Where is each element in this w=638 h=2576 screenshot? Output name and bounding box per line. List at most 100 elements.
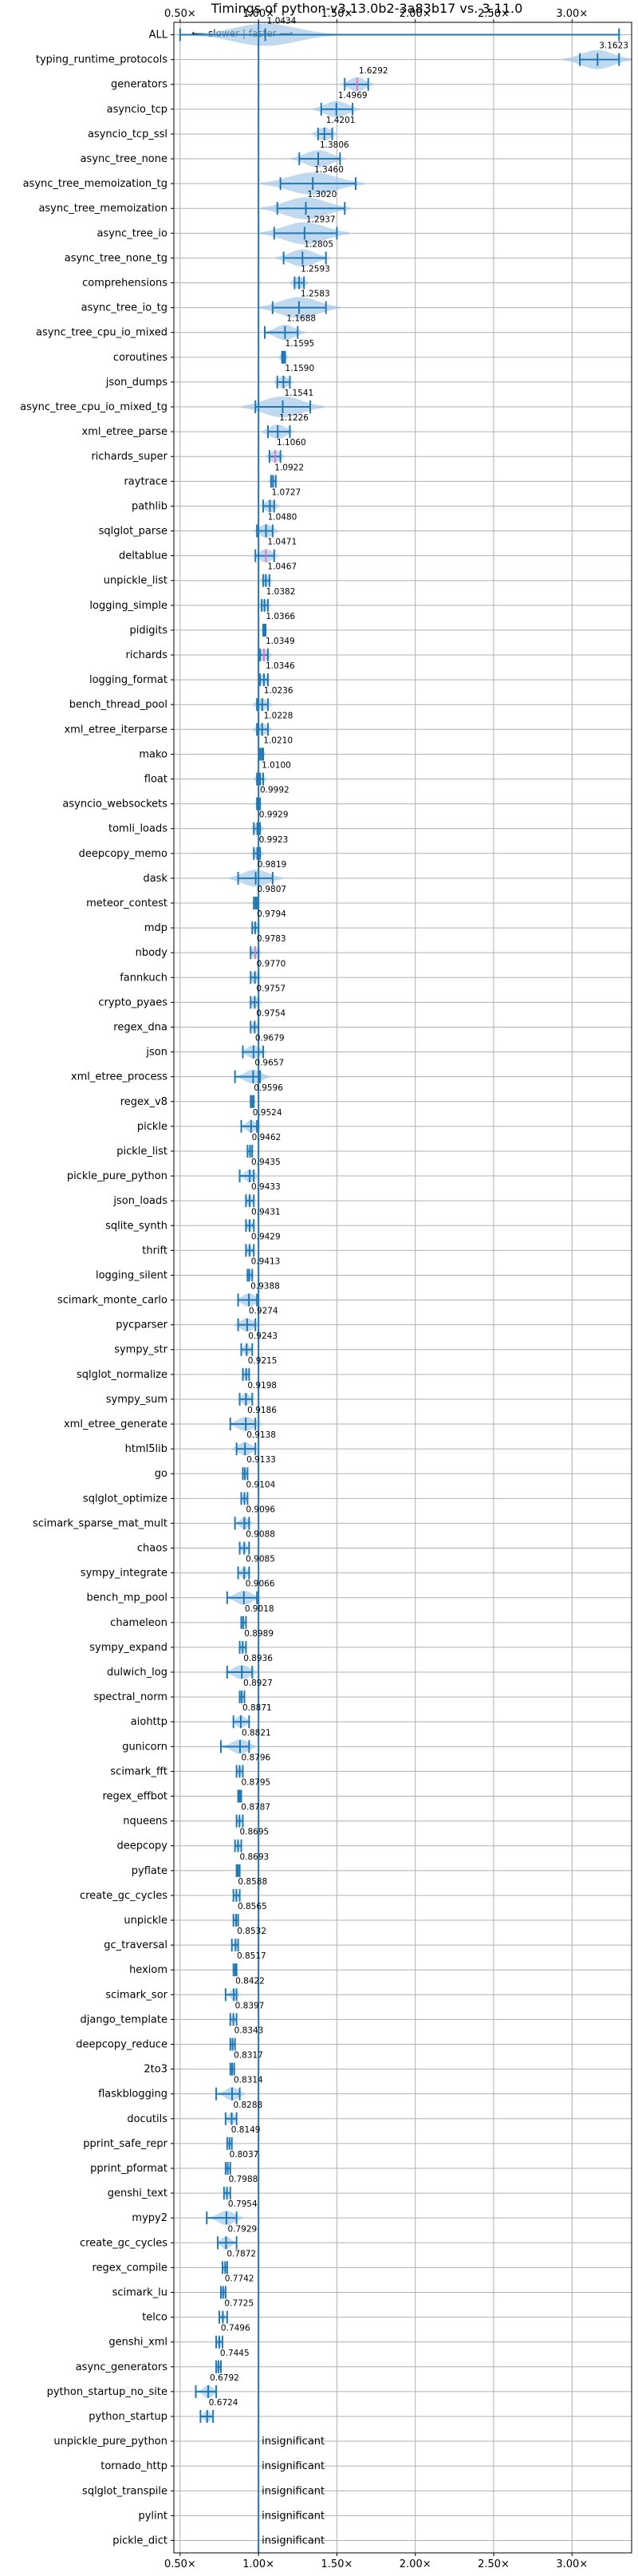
benchmark-label: raytrace [124,475,167,487]
benchmark-label: generators [111,79,167,91]
benchmark-label: json_dumps [105,377,167,389]
value-label: 0.8821 [242,1728,271,1738]
benchmark-label: pycparser [116,1320,167,1331]
insignificant-label: insignificant [262,2510,325,2522]
value-label: 0.9807 [257,885,286,894]
value-label: 1.0382 [266,587,296,597]
benchmark-label: sqlite_synth [105,1220,167,1232]
benchmark-label: sympy_integrate [81,1568,167,1580]
value-label: 1.1590 [285,364,314,373]
benchmark-label: pyflate [132,1865,167,1877]
value-label: 1.3460 [314,165,344,175]
benchmark-label: html5lib [125,1443,167,1455]
value-label: 0.7496 [221,2324,250,2333]
benchmark-label: asyncio_tcp [107,104,167,116]
benchmark-label: django_template [81,2014,167,2026]
value-label: 1.0236 [264,686,293,696]
benchmark-label: unpickle_pure_python [53,2436,167,2448]
benchmark-label: python_startup [89,2411,167,2423]
x-tick-label-bottom: 2.00× [400,2558,431,2570]
value-label: 1.3020 [308,190,337,199]
x-tick-label-bottom: 3.00× [556,2558,588,2570]
value-label: 0.8037 [230,2150,259,2160]
benchmark-label: richards_super [91,451,167,463]
benchmark-label: hexiom [129,1964,167,1976]
value-label: 0.9757 [256,984,286,993]
value-label: 1.0922 [274,463,304,472]
value-label: 1.0727 [271,487,301,497]
value-label: 1.4201 [326,116,356,125]
benchmark-label: bench_mp_pool [86,1592,167,1604]
value-label: 0.8565 [238,1902,267,1911]
benchmark-label: scimark_sor [105,1989,167,2001]
benchmark-label: logging_format [89,674,167,686]
value-label: 0.9186 [247,1406,277,1415]
benchmark-label: xml_etree_parse [82,426,167,438]
benchmark-label: async_tree_cpu_io_mixed [36,327,167,339]
benchmark-label: comprehensions [82,278,167,290]
value-label: 0.9794 [257,909,286,919]
benchmark-label: xml_etree_generate [64,1418,167,1430]
value-label: 1.0471 [267,538,297,547]
value-label: 0.7954 [228,2199,258,2209]
value-label: 1.2593 [301,265,330,274]
value-label: 0.9413 [251,1256,281,1266]
benchmark-label: deepcopy [116,1840,167,1852]
value-label: 0.9085 [246,1555,275,1564]
benchmark-label: logging_silent [96,1269,167,1281]
value-label: 1.1595 [286,339,315,349]
benchmark-label: create_gc_cycles [80,1890,167,1902]
benchmark-label: flaskblogging [98,2089,167,2101]
value-label: 0.9198 [247,1381,277,1391]
value-label: 0.8795 [241,1778,270,1788]
benchmark-label: spectral_norm [93,1691,167,1703]
grid-layer [174,22,632,2553]
value-label: 0.8422 [235,1976,265,1986]
value-label: 0.8693 [239,1852,269,1862]
benchmark-label: sympy_str [114,1344,167,1356]
value-label: 0.9770 [257,959,286,968]
benchmark-label: python_startup_no_site [47,2386,167,2398]
benchmark-label: scimark_fft [110,1765,167,1777]
value-label: 0.6724 [209,2398,238,2408]
value-label: 0.9388 [250,1282,280,1292]
value-label: 0.8936 [243,1654,273,1663]
value-label: 0.9243 [248,1331,278,1341]
benchmark-label: regex_dna [113,1021,167,1033]
benchmark-label: meteor_contest [86,897,167,909]
value-label: 1.0434 [267,17,297,26]
benchmark-label: tomli_loads [108,823,167,835]
benchmark-label: dask [143,873,167,885]
benchmark-label: pprint_pformat [90,2163,167,2175]
value-label: 0.9992 [260,786,289,795]
benchmark-label: async_tree_io [96,227,167,239]
value-label: 0.6792 [210,2373,239,2383]
benchmark-label: telco [142,2312,167,2324]
value-label: 0.9104 [246,1480,276,1489]
x-tick-label-bottom: 1.50× [321,2558,353,2570]
benchmark-label: thrift [142,1245,167,1256]
value-label: 1.0366 [266,612,295,621]
benchmark-label: genshi_xml [108,2337,167,2349]
benchmark-label: json_loads [112,1195,167,1207]
value-label: 0.8397 [235,2001,265,2010]
insignificant-label: insignificant [262,2485,325,2497]
benchmark-label: sqlglot_normalize [77,1369,167,1381]
benchmark-label: nbody [136,947,168,959]
x-tick-label-bottom: 1.00× [242,2558,274,2570]
benchmark-label: genshi_text [108,2187,167,2199]
benchmark-label: sqlglot_transpile [82,2485,167,2497]
benchmark-label: sympy_sum [106,1394,167,1406]
value-label: 0.8796 [241,1753,270,1762]
value-label: 0.9133 [246,1455,276,1465]
benchmark-label: scimark_monte_carlo [57,1295,167,1307]
value-label: 1.2583 [301,290,330,299]
value-label: 0.9138 [246,1430,276,1440]
benchmark-label: async_tree_memoization_tg [23,178,167,190]
benchmark-label: mdp [144,922,167,934]
value-label: 1.1688 [286,314,316,324]
value-label: 0.9018 [245,1604,274,1614]
x-tick-label-top: 0.50× [164,8,196,20]
benchmark-label: gc_traversal [104,1939,167,1951]
value-label: 0.9657 [254,1059,284,1068]
